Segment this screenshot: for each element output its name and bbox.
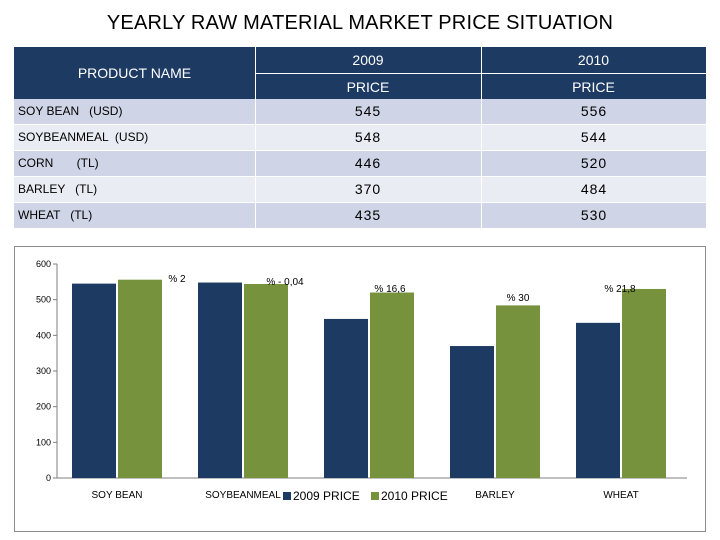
page-title: YEARLY RAW MATERIAL MARKET PRICE SITUATI… xyxy=(106,12,614,34)
bar-2010-price xyxy=(244,283,288,478)
bar-2010-price xyxy=(622,288,666,478)
table-row: BARLEY (TL) 370 484 xyxy=(14,177,706,203)
price-2009-cell: 370 xyxy=(354,181,382,197)
y-tick-label: 500 xyxy=(36,295,51,305)
price-2010-cell: 544 xyxy=(580,129,608,145)
year-2010-header: 2010 xyxy=(577,52,610,68)
bar-2009-price xyxy=(198,282,242,478)
legend-swatch xyxy=(283,492,291,500)
legend-swatch xyxy=(371,492,379,500)
bar-2009-price xyxy=(72,283,116,478)
legend-label: 2009 PRICE xyxy=(293,489,360,503)
table-row: SOY BEAN (USD) 545 556 xyxy=(14,99,706,125)
price-table: PRODUCT NAME 2009 2010 PRICE PRICE SOY B… xyxy=(14,47,706,229)
product-name-cell: SOYBEANMEAL (USD) xyxy=(18,130,149,144)
table-row: WHEAT (TL) 435 530 xyxy=(14,203,706,229)
product-name-cell: BARLEY (TL) xyxy=(18,182,98,196)
change-annotation: % 30 xyxy=(507,293,530,304)
price-2009-header: PRICE xyxy=(346,79,390,95)
chart-frame: 0 100 200 300 400 500 600 SOY BEAN % 2 SOYBEANMEA… xyxy=(14,246,706,532)
price-2009-cell: 545 xyxy=(354,103,382,119)
x-tick-label: SOYBEANMEAL xyxy=(205,490,281,501)
y-tick-label: 300 xyxy=(36,366,51,376)
change-annotation: % 21,8 xyxy=(604,284,636,295)
bar-2009-price xyxy=(324,318,368,478)
change-annotation: % - 0,04 xyxy=(266,277,304,288)
price-2010-cell: 520 xyxy=(580,155,608,171)
price-2009-cell: 548 xyxy=(354,129,382,145)
product-name-header: PRODUCT NAME xyxy=(77,65,192,81)
price-2010-cell: 556 xyxy=(580,103,608,119)
x-tick-label: BARLEY xyxy=(475,490,515,501)
price-2009-cell: 446 xyxy=(354,155,382,171)
table-header: PRODUCT NAME 2009 2010 PRICE PRICE xyxy=(14,47,706,99)
table-row: CORN (TL) 446 520 xyxy=(14,151,706,177)
product-name-cell: CORN (TL) xyxy=(18,156,99,170)
price-2010-header: PRICE xyxy=(572,79,615,95)
product-name-cell: SOY BEAN (USD) xyxy=(18,104,123,118)
y-tick-label: 100 xyxy=(36,437,51,447)
y-tick-label: 400 xyxy=(36,330,51,340)
change-annotation: % 16,6 xyxy=(374,284,406,295)
bar-2010-price xyxy=(370,292,414,478)
y-tick-label: 600 xyxy=(36,259,51,269)
bar-2009-price xyxy=(576,322,620,478)
x-tick-label: SOY BEAN xyxy=(92,490,143,501)
price-bar-chart: 0 100 200 300 400 500 600 SOY BEAN % 2 SOYBEANMEA… xyxy=(36,259,687,503)
change-annotation: % 2 xyxy=(168,274,186,285)
price-2009-cell: 435 xyxy=(354,207,382,223)
bar-2010-price xyxy=(118,279,162,478)
y-tick-label: 0 xyxy=(46,473,51,483)
table-row: SOYBEANMEAL (USD) 548 544 xyxy=(14,125,706,151)
price-2010-cell: 484 xyxy=(580,181,608,197)
bar-2010-price xyxy=(496,305,540,478)
product-name-cell: WHEAT (TL) xyxy=(18,208,93,222)
year-2009-header: 2009 xyxy=(352,52,384,68)
price-2010-cell: 530 xyxy=(580,207,608,223)
bar-2009-price xyxy=(450,346,494,478)
x-tick-label: WHEAT xyxy=(603,490,638,501)
legend-label: 2010 PRICE xyxy=(381,489,448,503)
y-tick-label: 200 xyxy=(36,402,51,412)
